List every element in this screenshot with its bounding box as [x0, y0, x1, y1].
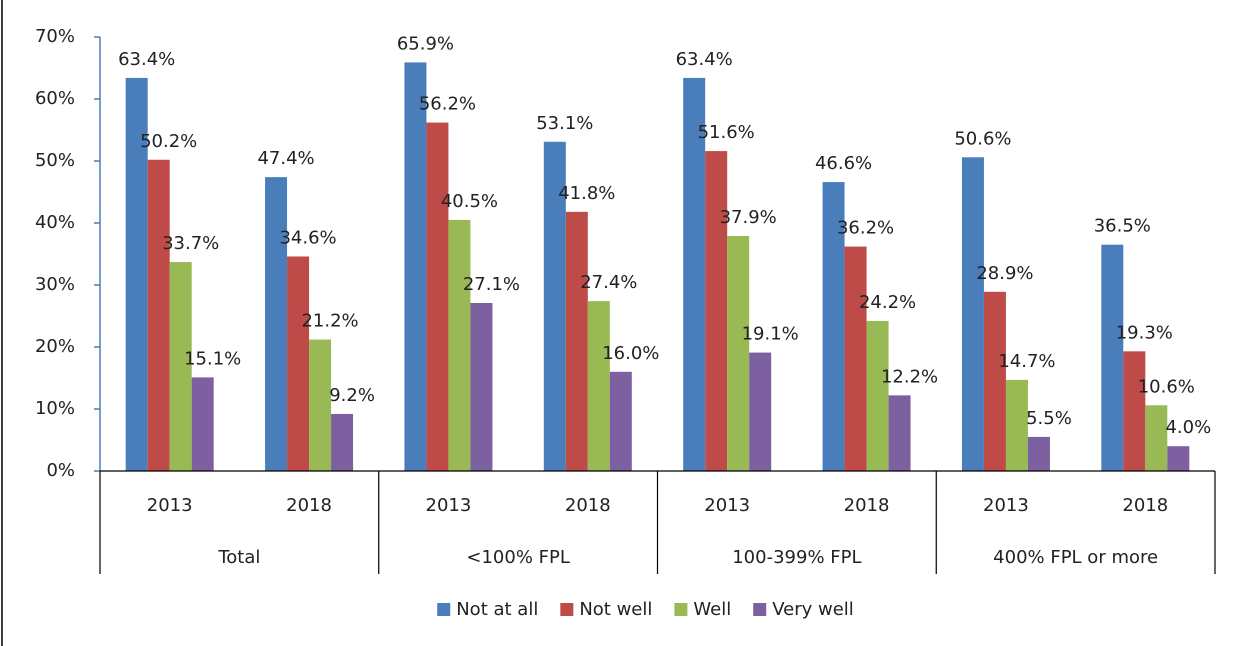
value-label: 50.2% [140, 131, 197, 152]
x-tick-label: 2018 [286, 495, 332, 516]
bar [169, 262, 192, 471]
y-tick-label: 50% [35, 150, 75, 171]
x-tick-label: 2013 [426, 495, 472, 516]
bar [587, 301, 610, 471]
y-tick-label: 70% [35, 26, 75, 47]
bar [683, 77, 706, 472]
bar [609, 371, 632, 471]
bar [1167, 446, 1190, 471]
group-label: 100-399% FPL [732, 547, 861, 568]
bar [125, 77, 148, 472]
legend-label: Not well [579, 599, 652, 620]
bar [147, 159, 170, 471]
x-tick-label: 2018 [1122, 495, 1168, 516]
value-label: 40.5% [441, 191, 498, 212]
legend-swatch [753, 603, 767, 616]
bar [1123, 351, 1146, 471]
value-label: 56.2% [419, 94, 476, 115]
bar [1005, 379, 1028, 471]
bar [983, 291, 1006, 471]
bar [287, 256, 310, 471]
y-tick-label: 0% [46, 460, 75, 481]
bar [426, 122, 449, 471]
value-label: 15.1% [184, 348, 241, 369]
x-tick-label: 2013 [983, 495, 1029, 516]
y-tick-label: 30% [35, 274, 75, 295]
legend-label: Very well [772, 599, 854, 620]
value-label: 4.0% [1165, 417, 1211, 438]
value-label: 37.9% [720, 207, 777, 228]
bar [448, 219, 471, 471]
legend-swatch [437, 603, 451, 616]
value-label: 53.1% [536, 113, 593, 134]
x-tick-label: 2013 [147, 495, 193, 516]
value-label: 34.6% [279, 227, 336, 248]
legend-swatch [674, 603, 688, 616]
bar [844, 246, 867, 471]
value-label: 47.4% [257, 148, 314, 169]
group-label: 400% FPL or more [993, 547, 1158, 568]
y-tick-label: 10% [35, 398, 75, 419]
value-label: 50.6% [954, 128, 1011, 149]
bar [866, 320, 889, 471]
value-label: 10.6% [1138, 376, 1195, 397]
legend-label: Not at all [456, 599, 538, 620]
group-label: Total [217, 547, 260, 568]
value-label: 5.5% [1026, 408, 1072, 429]
value-label: 46.6% [815, 153, 872, 174]
value-label: 51.6% [698, 122, 755, 143]
value-label: 19.3% [1116, 322, 1173, 343]
y-tick-label: 20% [35, 336, 75, 357]
x-tick-label: 2013 [704, 495, 750, 516]
bar [749, 352, 772, 471]
x-tick-label: 2018 [844, 495, 890, 516]
value-label: 21.2% [301, 311, 358, 332]
bar [543, 141, 566, 471]
bar [470, 302, 493, 471]
value-label: 63.4% [118, 49, 175, 70]
value-label: 27.4% [580, 272, 637, 293]
bar [331, 413, 354, 471]
bar [191, 377, 214, 471]
legend-label: Well [693, 599, 731, 620]
value-label: 24.2% [859, 292, 916, 313]
y-tick-label: 40% [35, 212, 75, 233]
value-label: 36.5% [1094, 216, 1151, 237]
bar [1101, 244, 1124, 471]
value-label: 33.7% [162, 233, 219, 254]
value-label: 14.7% [998, 351, 1055, 372]
y-tick-label: 60% [35, 88, 75, 109]
value-label: 12.2% [881, 366, 938, 387]
bar [727, 236, 750, 471]
bar [1145, 405, 1168, 471]
bar [565, 211, 588, 471]
value-label: 16.0% [602, 343, 659, 364]
bar [961, 157, 984, 471]
value-label: 28.9% [976, 263, 1033, 284]
bar [309, 339, 332, 471]
x-tick-label: 2018 [565, 495, 611, 516]
bar [1027, 436, 1050, 471]
bar [404, 62, 427, 472]
value-label: 19.1% [742, 324, 799, 345]
legend-swatch [560, 603, 574, 616]
value-label: 63.4% [676, 49, 733, 70]
value-label: 65.9% [397, 33, 454, 54]
value-label: 27.1% [463, 274, 520, 295]
bar [705, 151, 728, 471]
value-label: 41.8% [558, 183, 615, 204]
group-label: <100% FPL [466, 547, 570, 568]
value-label: 9.2% [329, 385, 375, 406]
bar [822, 182, 845, 471]
value-label: 36.2% [837, 218, 894, 239]
bar [265, 177, 288, 471]
bar [888, 395, 911, 471]
